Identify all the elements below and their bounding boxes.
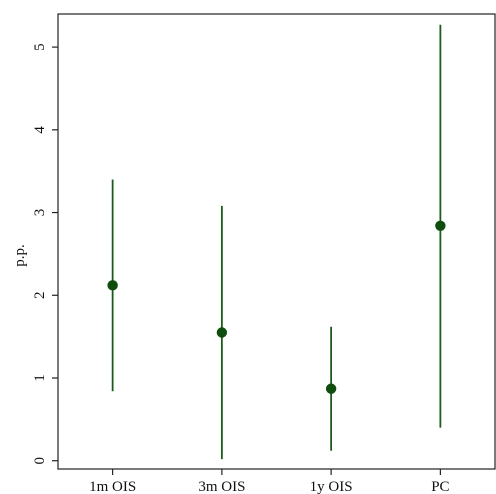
- y-tick-label: 4: [32, 126, 48, 134]
- x-tick-label: 1m OIS: [89, 479, 136, 494]
- point-estimate: [107, 280, 118, 291]
- plot-frame: [57, 13, 496, 470]
- y-tick-label: 5: [32, 43, 48, 51]
- y-tick-label: 3: [32, 209, 48, 217]
- y-tick-label: 0: [32, 457, 48, 465]
- y-tick-label: 2: [32, 292, 48, 300]
- y-axis: 0 1 2 3 4 5: [32, 43, 58, 464]
- y-tick-label: 1: [32, 374, 48, 382]
- point-estimate: [216, 327, 228, 338]
- point-estimate: [325, 383, 337, 394]
- point-estimate: [435, 220, 446, 231]
- y-axis-title: p.p.: [12, 244, 28, 267]
- estimate-series: [107, 24, 446, 460]
- x-tick-label: PC: [431, 479, 449, 494]
- x-axis: 1m OIS 3m OIS 1y OIS PC: [89, 469, 450, 494]
- x-tick-label: 3m OIS: [198, 479, 245, 494]
- x-tick-label: 1y OIS: [310, 479, 353, 494]
